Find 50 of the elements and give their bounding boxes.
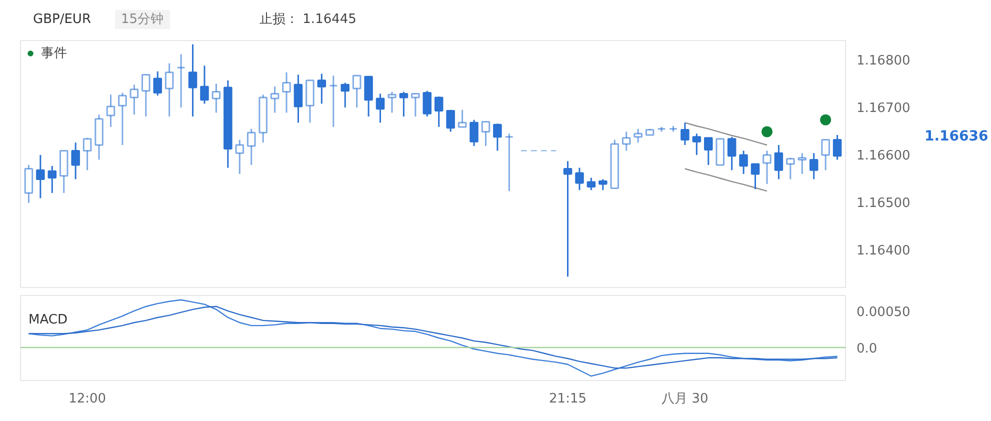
candlestick [422, 90, 432, 118]
candlestick [434, 96, 444, 128]
line-series [28, 306, 838, 369]
candlestick [71, 142, 80, 180]
candlestick [340, 82, 350, 108]
candlestick [727, 136, 736, 171]
candlestick [739, 150, 748, 175]
y-tick-label: 0.0 [856, 342, 878, 357]
candlestick [832, 134, 842, 160]
candlestick [36, 154, 45, 199]
candlestick [317, 73, 326, 104]
candlestick [200, 64, 209, 104]
candlestick [680, 122, 690, 146]
y-tick-label: 0.00050 [856, 304, 910, 320]
chart-subtitle: 15分钟 [114, 10, 170, 29]
line-series [684, 168, 768, 192]
candlestick [598, 178, 608, 191]
candlestick [294, 74, 303, 124]
candlestick [692, 132, 702, 156]
candlestick [188, 44, 198, 118]
candlestick [364, 76, 373, 118]
y-tick-label: 1.16700 [856, 101, 910, 116]
x-tick-label: 12:00 [68, 392, 106, 406]
y-tick-label: 1.16500 [856, 196, 910, 211]
candlestick [493, 122, 502, 152]
candlestick [48, 165, 57, 194]
candlestick [586, 177, 596, 191]
candlestick [704, 137, 713, 166]
text: MACD [28, 312, 68, 328]
candlestick [563, 160, 572, 278]
candlestick [470, 119, 478, 147]
chart-title: GBP/EUR [33, 12, 91, 27]
candlestick [153, 70, 162, 96]
candlestick [809, 152, 818, 180]
candlestick [750, 163, 760, 190]
line-series [684, 122, 768, 146]
y-tick-label: 1.16400 [856, 244, 910, 258]
text: 止损： 1.16445 [260, 12, 356, 27]
candlestick [376, 92, 385, 124]
candlestick [399, 91, 408, 118]
candlestick [446, 109, 455, 132]
legend-label: 事件 [41, 45, 67, 62]
line-series [28, 299, 838, 377]
y-tick-label: 1.16600 [856, 148, 910, 164]
text: 1.16636 [924, 128, 988, 145]
candlestick [774, 144, 784, 180]
y-tick-label: 1.16800 [856, 54, 910, 68]
x-tick-label: 八月 30 [662, 392, 708, 406]
x-tick-label: 21:15 [549, 392, 586, 406]
candlestick [575, 167, 584, 191]
